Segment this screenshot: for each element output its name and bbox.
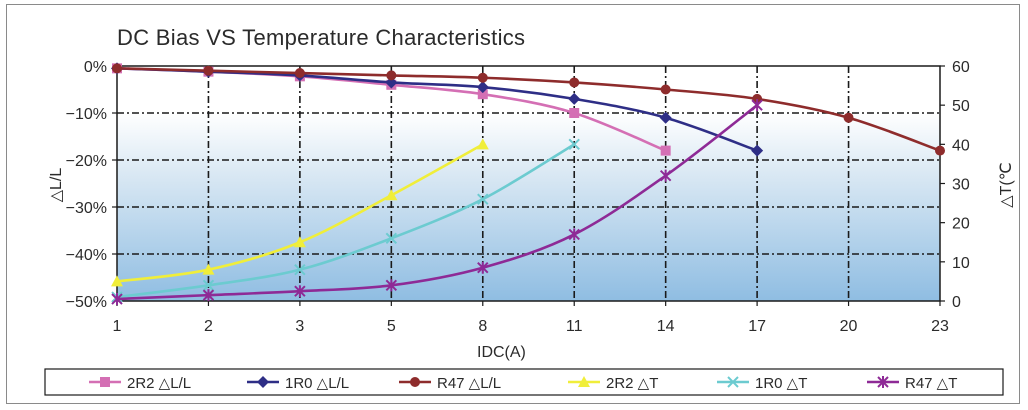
legend-item: 1R0 △L/L: [247, 375, 349, 392]
data-point-circle: [935, 145, 945, 156]
y-right-tick-label: 60: [952, 59, 970, 76]
x-tick-label: 17: [748, 318, 766, 335]
legend-label: 2R2 △T: [606, 375, 658, 392]
y-right-tick-label: 40: [952, 137, 970, 154]
x-tick-label: 5: [387, 318, 396, 335]
series-layer: [111, 62, 945, 306]
legend-item: R47 △L/L: [399, 375, 501, 392]
legend-label: 2R2 △L/L: [127, 375, 191, 392]
y-left-tick-label: −40%: [66, 247, 107, 264]
y-right-tick-label: 0: [952, 294, 961, 311]
x-tick-label: 8: [478, 318, 487, 335]
legend-item: 1R0 △T: [717, 375, 807, 392]
y-left-tick-label: −50%: [66, 294, 107, 311]
data-point-diamond: [751, 144, 764, 157]
data-point-circle: [112, 63, 122, 74]
data-point-circle: [843, 112, 854, 123]
x-tick-label: 14: [657, 318, 675, 335]
legend-label: R47 △T: [905, 375, 957, 392]
data-point-circle: [477, 72, 488, 83]
y-right-tick-label: 10: [952, 255, 970, 272]
chart-svg: DC Bias VS Temperature Characteristics 1…: [44, 25, 1015, 396]
data-point-star: [202, 289, 215, 302]
y-left-tick-label: 0%: [84, 59, 107, 76]
axis-layer: 1 2 3 5 8 11 14 17 20 230%−10%−20%−30%−40%−50%605…: [66, 59, 970, 335]
data-point-triangle: [293, 236, 306, 248]
x-tick-label: 23: [931, 318, 949, 335]
x-axis-label: IDC(A): [477, 344, 526, 361]
legend-item: 2R2 △T: [568, 375, 658, 392]
data-point-diamond: [659, 111, 672, 124]
plot-area: [117, 66, 940, 301]
legend-label: 1R0 △T: [755, 375, 807, 392]
data-point-cross: [727, 376, 739, 388]
series-6: [111, 99, 763, 306]
series-3: [112, 63, 945, 156]
data-point-star: [294, 285, 306, 298]
data-point-circle: [203, 65, 214, 76]
data-point-diamond: [257, 376, 269, 388]
chart-frame: DC Bias VS Temperature Characteristics 1…: [6, 4, 1020, 404]
data-point-star: [877, 376, 889, 388]
data-point-square: [569, 108, 580, 118]
legend: 2R2 △L/L 1R0 △L/L R47 △L/L 2R2 △T 1R0 △T R47 …: [89, 375, 957, 392]
data-point-square: [660, 145, 671, 156]
data-point-star: [568, 228, 580, 241]
data-point-star: [659, 169, 672, 182]
data-point-star: [385, 279, 398, 292]
legend-item: 2R2 △L/L: [89, 375, 191, 392]
data-point-triangle: [202, 263, 215, 275]
data-point-cross: [294, 263, 306, 276]
series-line: [116, 143, 575, 299]
legend-box: [44, 368, 1004, 396]
data-point-circle: [386, 70, 397, 81]
data-point-cross: [477, 193, 489, 205]
data-point-square: [477, 89, 488, 100]
x-tick-label: 2: [204, 318, 213, 335]
y-right-tick-label: 20: [952, 216, 970, 233]
chart-title: DC Bias VS Temperature Characteristics: [117, 25, 525, 50]
data-point-triangle: [111, 275, 123, 287]
y-right-tick-label: 30: [952, 177, 970, 194]
data-point-diamond: [476, 81, 489, 94]
x-tick-label: 3: [295, 318, 304, 335]
data-point-cross: [202, 279, 215, 292]
data-point-diamond: [568, 92, 581, 105]
data-point-triangle: [476, 138, 489, 150]
y-left-tick-label: −30%: [66, 200, 107, 217]
y-right-tick-label: 50: [952, 98, 970, 115]
data-point-star: [477, 261, 489, 274]
data-point-star: [751, 99, 763, 112]
data-point-circle: [410, 377, 420, 387]
y-right-axis-label: △T(℃: [998, 162, 1015, 207]
data-point-circle: [294, 68, 305, 79]
data-point-square: [100, 377, 110, 387]
data-point-star: [111, 293, 123, 306]
y-left-tick-label: −10%: [66, 106, 107, 123]
data-point-cross: [568, 138, 580, 151]
legend-label: 1R0 △L/L: [285, 375, 349, 392]
y-left-axis-label: △L/L: [48, 168, 65, 203]
x-tick-label: 11: [566, 318, 583, 335]
y-left-tick-label: −20%: [66, 153, 107, 170]
data-point-triangle: [578, 376, 590, 387]
data-point-diamond: [385, 76, 398, 89]
legend-label: R47 △L/L: [437, 375, 501, 392]
data-point-cross: [385, 232, 398, 245]
legend-item: R47 △T: [867, 375, 957, 392]
x-tick-label: 1: [113, 318, 122, 335]
x-tick-label: 20: [840, 318, 858, 335]
data-point-circle: [660, 84, 671, 95]
data-point-circle: [569, 77, 580, 88]
series-4: [111, 138, 489, 287]
data-point-triangle: [385, 189, 398, 201]
series-line: [116, 67, 941, 152]
